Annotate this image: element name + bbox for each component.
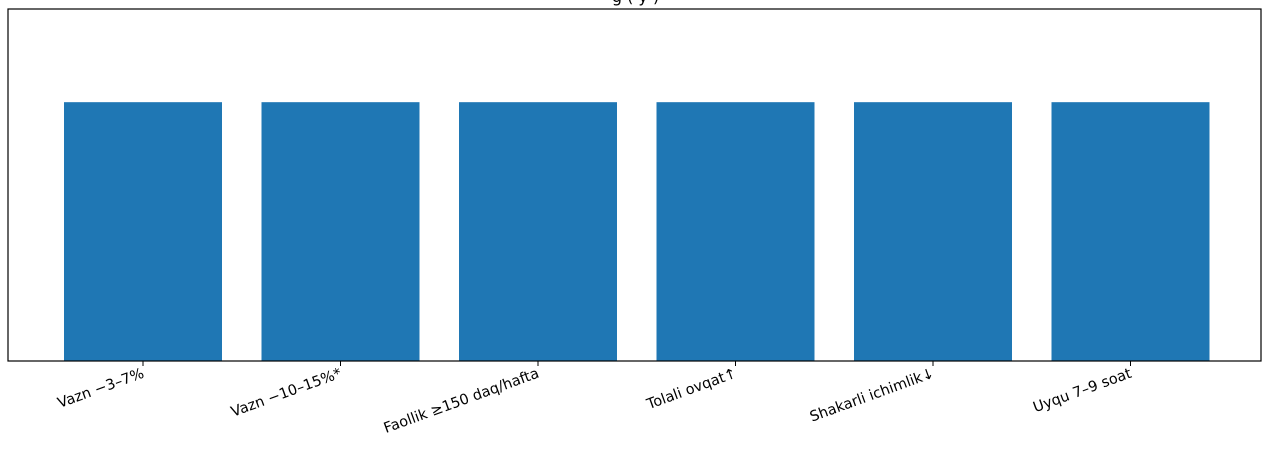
axes-frame [7, 8, 1262, 362]
x-tick-label-5: Uyqu 7–9 soat [1031, 366, 1134, 417]
x-ticks-group: Vazn −3–7% Vazn −10–15%* Faollik ≥150 daq/… [56, 361, 1134, 437]
bar-1 [261, 102, 420, 362]
bar-5 [1051, 102, 1210, 362]
x-tick-label-0: Vazn −3–7% [56, 366, 147, 412]
chart-title: g ( y ) [607, 0, 659, 6]
bar-3 [656, 102, 815, 362]
bar-4 [854, 102, 1012, 362]
bar-0 [64, 102, 222, 362]
x-tick-label-4: Shakarli ichimlik↓ [808, 366, 936, 426]
x-tick-label-3: Tolali ovqat↑ [644, 366, 739, 414]
x-tick-label-1: Vazn −10–15%* [229, 366, 344, 421]
x-tick-label-2: Faollik ≥150 daq/hafta [382, 366, 542, 437]
bar-2 [459, 102, 617, 362]
bars-group [64, 102, 1210, 362]
